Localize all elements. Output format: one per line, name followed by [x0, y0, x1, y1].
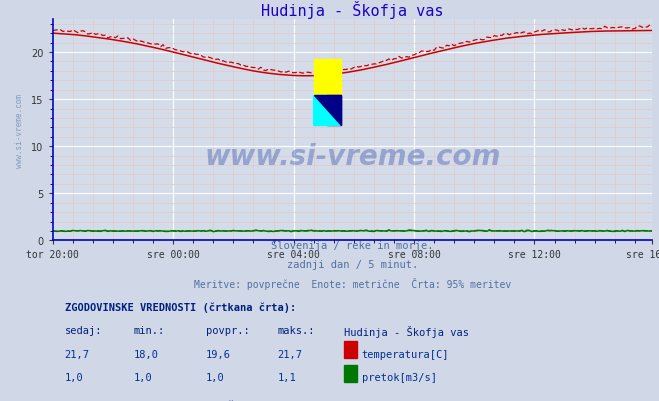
Text: 1,0: 1,0: [134, 373, 152, 383]
Text: Meritve: povprečne  Enote: metrične  Črta: 95% meritev: Meritve: povprečne Enote: metrične Črta:…: [194, 277, 511, 289]
Text: pretok[m3/s]: pretok[m3/s]: [362, 373, 436, 383]
Text: 1,1: 1,1: [277, 373, 297, 383]
Text: sedaj:: sedaj:: [65, 325, 102, 335]
Text: 1,0: 1,0: [65, 373, 84, 383]
Bar: [343, 341, 357, 358]
Text: zadnji dan / 5 minut.: zadnji dan / 5 minut.: [287, 259, 418, 269]
Text: 21,7: 21,7: [277, 349, 302, 359]
Polygon shape: [314, 96, 341, 126]
Title: Hudinja - Škofja vas: Hudinja - Škofja vas: [262, 1, 444, 19]
Text: 1,0: 1,0: [206, 373, 225, 383]
Text: 19,6: 19,6: [206, 349, 231, 359]
Text: maks.:: maks.:: [277, 325, 315, 335]
Text: ZGODOVINSKE VREDNOSTI (črtkana črta):: ZGODOVINSKE VREDNOSTI (črtkana črta):: [65, 302, 296, 312]
Text: 21,7: 21,7: [65, 349, 90, 359]
Bar: [314, 60, 341, 96]
Bar: [343, 365, 357, 382]
Text: www.si-vreme.com: www.si-vreme.com: [204, 143, 501, 171]
Text: Hudinja - Škofja vas: Hudinja - Škofja vas: [343, 325, 469, 337]
Text: 18,0: 18,0: [134, 349, 159, 359]
Bar: [314, 96, 327, 126]
Bar: [327, 96, 341, 126]
Text: povpr.:: povpr.:: [206, 325, 249, 335]
Polygon shape: [314, 96, 341, 126]
Text: Slovenija / reke in morje.: Slovenija / reke in morje.: [272, 241, 434, 251]
Text: min.:: min.:: [134, 325, 165, 335]
Text: www.si-vreme.com: www.si-vreme.com: [15, 93, 24, 167]
Text: temperatura[C]: temperatura[C]: [362, 349, 449, 359]
Text: TRENUTNE VREDNOSTI (polna črta):: TRENUTNE VREDNOSTI (polna črta):: [65, 399, 265, 401]
